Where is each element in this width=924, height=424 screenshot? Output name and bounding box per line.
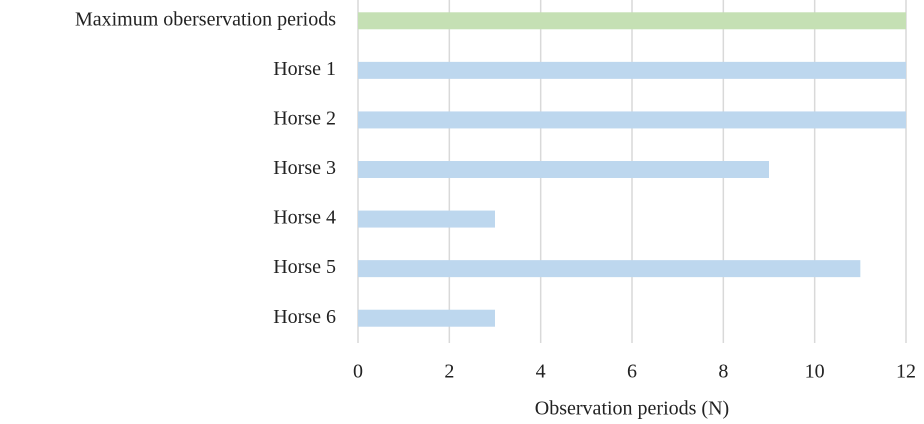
- bar: [358, 61, 906, 79]
- x-tick-label: 10: [805, 361, 825, 383]
- x-tick-label: 2: [444, 361, 454, 383]
- x-tick-label: 8: [718, 361, 728, 383]
- x-axis-title: Observation periods (N): [535, 398, 729, 420]
- x-tick-label: 12: [896, 361, 916, 383]
- x-tick-label: 0: [353, 361, 363, 383]
- y-tick-label: Horse 4: [273, 207, 336, 229]
- bar: [358, 12, 906, 30]
- x-tick-label: 6: [627, 361, 637, 383]
- bar: [358, 260, 861, 278]
- bar: [358, 309, 495, 327]
- bar: [358, 210, 495, 228]
- bar: [358, 161, 769, 178]
- y-tick-label: Horse 6: [273, 306, 336, 328]
- y-tick-label: Maximum oberservation periods: [75, 8, 336, 30]
- x-tick-label: 4: [536, 361, 546, 383]
- y-tick-label: Horse 1: [273, 58, 336, 80]
- y-tick-label: Horse 5: [273, 256, 336, 278]
- bar: [358, 111, 906, 129]
- y-tick-label: Horse 2: [273, 108, 336, 130]
- y-tick-label: Horse 3: [273, 157, 336, 179]
